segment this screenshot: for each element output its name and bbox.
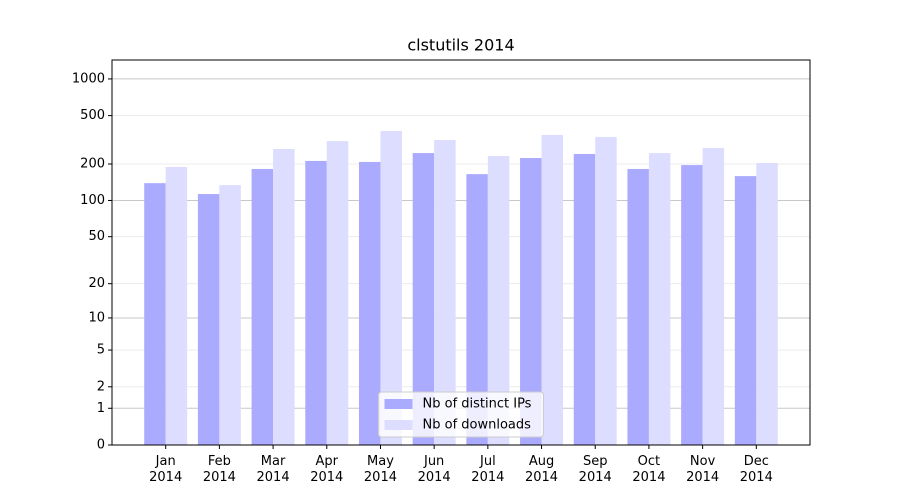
- x-tick-label: Dec 2014: [740, 454, 773, 485]
- x-tick-label: Apr 2014: [310, 454, 343, 485]
- bar: [165, 166, 188, 446]
- x-tick-label: Jun 2014: [418, 454, 451, 485]
- y-tick-label: 500: [80, 108, 105, 123]
- bar: [702, 147, 725, 445]
- bar: [595, 136, 617, 445]
- chart-title: clstutils 2014: [407, 36, 514, 55]
- bar: [144, 183, 166, 445]
- y-tick-label: 10: [88, 310, 105, 325]
- y-tick-label: 20: [88, 276, 105, 291]
- bar: [251, 168, 274, 445]
- y-tick-label: 2: [97, 379, 105, 394]
- bar: [273, 148, 295, 445]
- bar: [380, 130, 402, 445]
- bar: [756, 162, 778, 445]
- bar: [627, 168, 649, 445]
- bar: [648, 153, 671, 445]
- bar: [305, 160, 327, 445]
- y-tick-label: 0: [97, 438, 105, 453]
- bar: [219, 185, 241, 446]
- legend-label: Nb of distinct IPs: [423, 397, 532, 412]
- bar: [541, 134, 564, 445]
- bar: [734, 176, 757, 446]
- legend-swatch: [384, 420, 413, 430]
- x-tick-label: Sep 2014: [579, 454, 612, 485]
- y-tick-label: 200: [80, 157, 105, 172]
- bar: [197, 194, 220, 445]
- x-tick-label: May 2014: [364, 454, 397, 485]
- y-tick-label: 1000: [72, 71, 105, 86]
- legend-box: [378, 391, 544, 438]
- bar: [573, 153, 596, 445]
- plot-frame: [111, 59, 811, 446]
- y-tick-label: 100: [80, 193, 105, 208]
- y-tick-label: 1: [97, 401, 105, 416]
- y-tick-label: 50: [88, 229, 105, 244]
- x-tick-label: Jul 2014: [471, 454, 504, 485]
- x-tick-label: Oct 2014: [632, 454, 665, 485]
- bar: [466, 174, 488, 445]
- x-tick-label: Jan 2014: [149, 454, 182, 485]
- x-tick-label: Mar 2014: [257, 454, 290, 485]
- x-tick-label: Feb 2014: [203, 454, 236, 485]
- legend-swatch: [384, 399, 413, 409]
- legend-label: Nb of downloads: [423, 418, 532, 433]
- bar: [412, 153, 435, 445]
- bar: [326, 141, 349, 445]
- bar: [681, 165, 703, 446]
- x-tick-label: Aug 2014: [525, 454, 558, 485]
- x-tick-label: Nov 2014: [686, 454, 719, 485]
- bar: [434, 140, 456, 446]
- bar: [358, 161, 381, 445]
- bar: [520, 158, 542, 445]
- bar: [487, 155, 510, 445]
- y-tick-label: 5: [97, 343, 105, 358]
